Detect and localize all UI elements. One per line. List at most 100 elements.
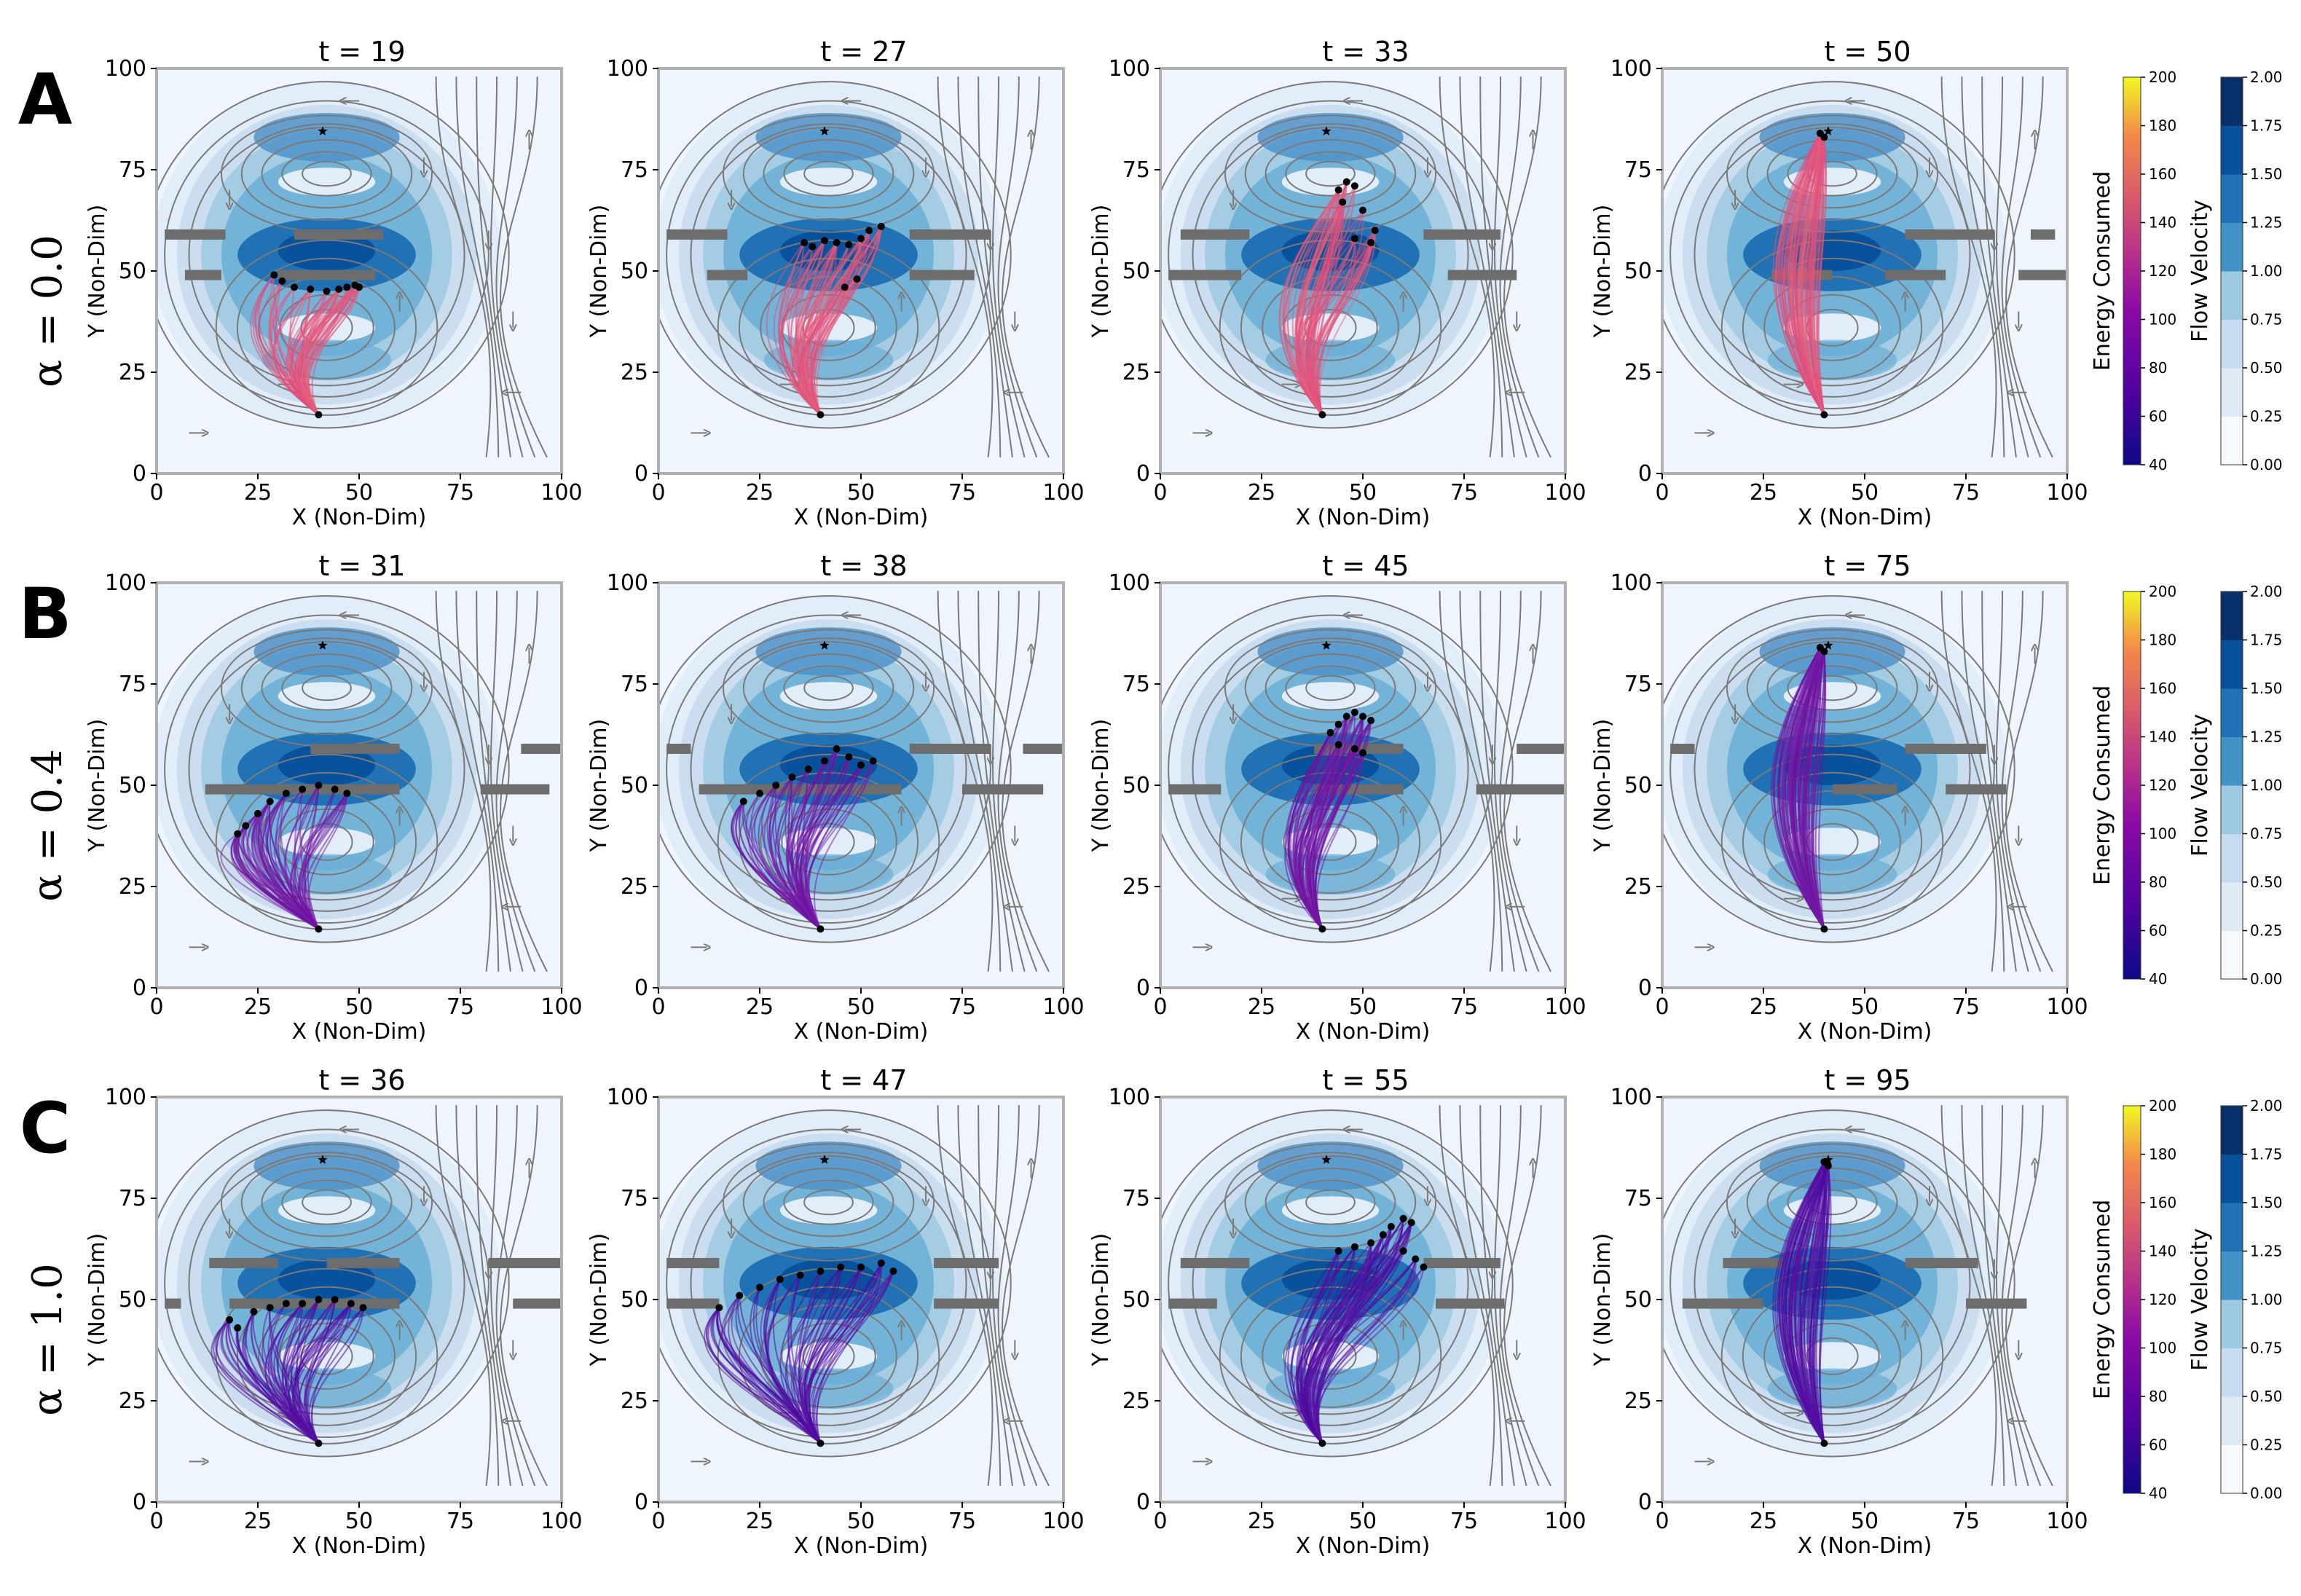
trajectory — [761, 785, 822, 930]
start-marker — [817, 925, 825, 933]
x-tick-label: 0 — [1655, 480, 1669, 506]
obstacles — [1682, 1257, 2027, 1309]
front-marker — [865, 227, 873, 235]
y-tick-label: 100 — [105, 56, 146, 82]
y-tick-label: 50 — [119, 259, 146, 284]
front-marker — [877, 222, 885, 230]
trajectories — [1284, 1214, 1428, 1444]
front-marker — [1339, 198, 1347, 206]
trajectory — [1793, 1165, 1829, 1444]
x-axis-label: X (Non-Dim) — [292, 505, 427, 530]
y-tick-label: 50 — [1624, 259, 1652, 284]
colorbars: 40 60 80 100 120 140 160 180 200 Energy Consumed 0… — [2090, 68, 2283, 1502]
trajectory — [1304, 1222, 1412, 1444]
start-marker — [315, 411, 323, 419]
trajectory — [1312, 716, 1348, 929]
flow-tick-label: 1.75 — [2250, 117, 2283, 135]
trajectory — [801, 764, 862, 929]
trajectory — [1298, 210, 1364, 415]
x-axis-label: X (Non-Dim) — [1798, 1533, 1932, 1559]
trajectory — [221, 1319, 320, 1444]
front-marker — [1350, 1243, 1358, 1251]
front-marker — [1359, 206, 1366, 214]
y-tick-label: 75 — [1122, 157, 1150, 183]
trajectory — [1801, 651, 1825, 929]
x-tick-label: 100 — [2046, 994, 2088, 1020]
y-axis-label: Y (Non-Dim) — [1088, 205, 1114, 339]
trajectory — [274, 288, 319, 416]
y-tick-label: 50 — [1122, 773, 1150, 798]
front-marker — [833, 744, 841, 752]
y-axis-label: Y (Non-Dim) — [586, 205, 612, 339]
front-marker — [889, 1267, 897, 1275]
row-label-b: B — [18, 573, 71, 655]
energy-tick-label: 60 — [2149, 408, 2167, 425]
x-axis-label: X (Non-Dim) — [794, 1533, 929, 1559]
trajectory — [1294, 181, 1348, 415]
streamlines — [157, 591, 548, 972]
flow-tick-label: 1.25 — [2250, 214, 2283, 232]
trajectory — [237, 833, 320, 929]
trajectory — [308, 1307, 364, 1444]
trajectory — [1287, 189, 1340, 415]
front-marker — [1399, 1214, 1407, 1222]
y-tick-label: 100 — [105, 570, 146, 596]
trajectory — [1812, 133, 1825, 415]
front-marker — [1342, 178, 1350, 186]
x-tick-label: 0 — [149, 480, 163, 506]
obstacle-bar — [1832, 784, 1897, 795]
y-tick-label: 50 — [1122, 259, 1150, 284]
obstacle-bar — [909, 743, 991, 754]
front-marker — [1326, 728, 1334, 736]
front-marker — [270, 271, 278, 279]
trajectory — [1818, 133, 1825, 415]
row-label-a: A — [18, 59, 72, 141]
y-tick-label: 25 — [621, 1388, 648, 1414]
obstacle-bar — [909, 270, 975, 280]
flow-tick-label: 0.50 — [2250, 873, 2283, 891]
x-tick-label: 50 — [847, 1509, 875, 1534]
x-tick-label: 100 — [1042, 480, 1084, 506]
panel-title: t = 55 — [1322, 1064, 1409, 1096]
front-marker — [343, 790, 351, 798]
alpha-label: α = 0.4 — [24, 749, 71, 901]
trajectories — [704, 1259, 897, 1444]
panel-title: t = 19 — [318, 36, 405, 68]
trajectory — [1312, 1218, 1404, 1444]
front-marker — [299, 785, 307, 793]
target-star-marker — [318, 126, 328, 135]
flow-tick-label: 0.00 — [2250, 970, 2283, 988]
x-axis-label: X (Non-Dim) — [1296, 1533, 1431, 1559]
obstacle-bar — [165, 1298, 181, 1309]
front-marker — [1350, 182, 1358, 190]
trajectory — [296, 1299, 336, 1444]
x-tick-label: 100 — [1544, 480, 1586, 506]
obstacle-bar — [1670, 743, 1695, 754]
energy-colorbar-label: Energy Consumed — [2090, 1200, 2115, 1399]
trajectory — [804, 244, 850, 415]
obstacle-bar — [513, 1298, 562, 1309]
trajectory — [704, 1307, 821, 1444]
panel-c-2: 00 25 25 50 50 75 75 100 100 X (Non-Dim) Y (Non-Di… — [586, 1064, 1085, 1559]
front-marker — [1334, 186, 1342, 194]
obstacles — [1168, 229, 1517, 280]
obstacle-bar — [209, 1257, 278, 1268]
front-marker — [1334, 1247, 1342, 1255]
flow-field — [1160, 68, 1565, 473]
x-tick-label: 75 — [1450, 994, 1478, 1020]
x-tick-label: 75 — [1450, 480, 1478, 506]
obstacle-bar — [1476, 784, 1565, 795]
flow-field — [157, 583, 562, 988]
trajectories — [1771, 643, 1828, 929]
obstacle-bar — [934, 1298, 999, 1309]
trajectory — [1777, 647, 1825, 929]
x-tick-label: 100 — [1544, 1509, 1586, 1534]
energy-tick-label: 40 — [2149, 1485, 2167, 1502]
panel-c-3: 00 25 25 50 50 75 75 100 100 X (Non-Dim) Y (Non-Di… — [1088, 1064, 1586, 1559]
front-marker — [809, 243, 817, 251]
trajectory — [1793, 133, 1825, 415]
x-tick-label: 50 — [1349, 480, 1377, 506]
y-tick-label: 25 — [621, 360, 648, 385]
flow-tick-label: 2.00 — [2250, 583, 2283, 600]
row-label-c: C — [20, 1088, 71, 1169]
